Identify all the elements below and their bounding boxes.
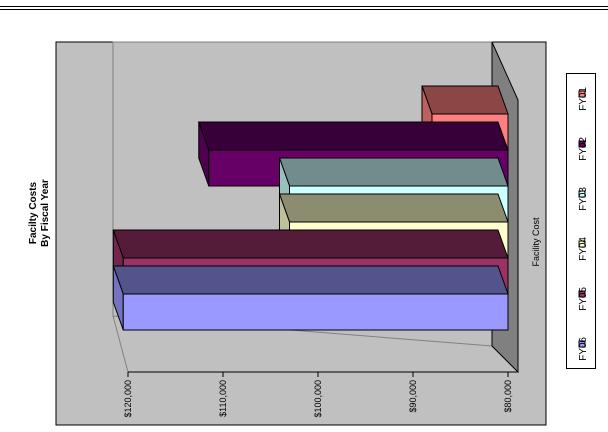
- top-rule-2: [0, 9, 608, 10]
- bar-fy02-top: [198, 121, 509, 151]
- tick-label: $90,000: [408, 380, 418, 413]
- tick-label: $100,000: [313, 380, 323, 418]
- bar-fy05-top: [112, 229, 509, 259]
- chart-title-line-1: Facilty Costs: [28, 181, 39, 245]
- bar-fy06: [122, 293, 509, 331]
- legend-label-fy04: FY04: [578, 237, 589, 261]
- bar-fy06-top: [112, 265, 509, 295]
- tick-label: $110,000: [218, 380, 228, 417]
- bar-fy01-top: [421, 85, 509, 115]
- legend-label-fy06: FY06: [578, 337, 589, 361]
- legend-label-fy01: FY01: [578, 87, 589, 111]
- legend-swatch-fy01: [578, 90, 586, 98]
- legend-swatch-fy02: [578, 140, 586, 148]
- chart-title: Facilty Costs By Fiscal Year: [28, 158, 52, 268]
- top-rule: [0, 6, 608, 7]
- bar-fy03-top: [278, 157, 509, 187]
- tick-label: $80,000: [503, 380, 513, 413]
- legend-swatch-fy06: [578, 340, 586, 348]
- legend-label-fy05: FY05: [578, 287, 589, 311]
- legend-label-fy02: FY02: [578, 137, 589, 161]
- tick-label: $120,000: [123, 380, 133, 418]
- legend: FY01 FY02 FY03 FY04 FY05 FY06: [566, 73, 596, 369]
- legend-swatch-fy05: [578, 290, 586, 298]
- legend-label-fy03: FY03: [578, 187, 589, 211]
- series-axis-label: Facility Cost: [531, 217, 541, 267]
- wall-edge: [112, 315, 129, 373]
- legend-swatch-fy04: [578, 240, 586, 248]
- bar-fy04-top: [278, 193, 509, 223]
- legend-swatch-fy03: [578, 190, 586, 198]
- chart-title-line-2: By Fiscal Year: [40, 179, 51, 247]
